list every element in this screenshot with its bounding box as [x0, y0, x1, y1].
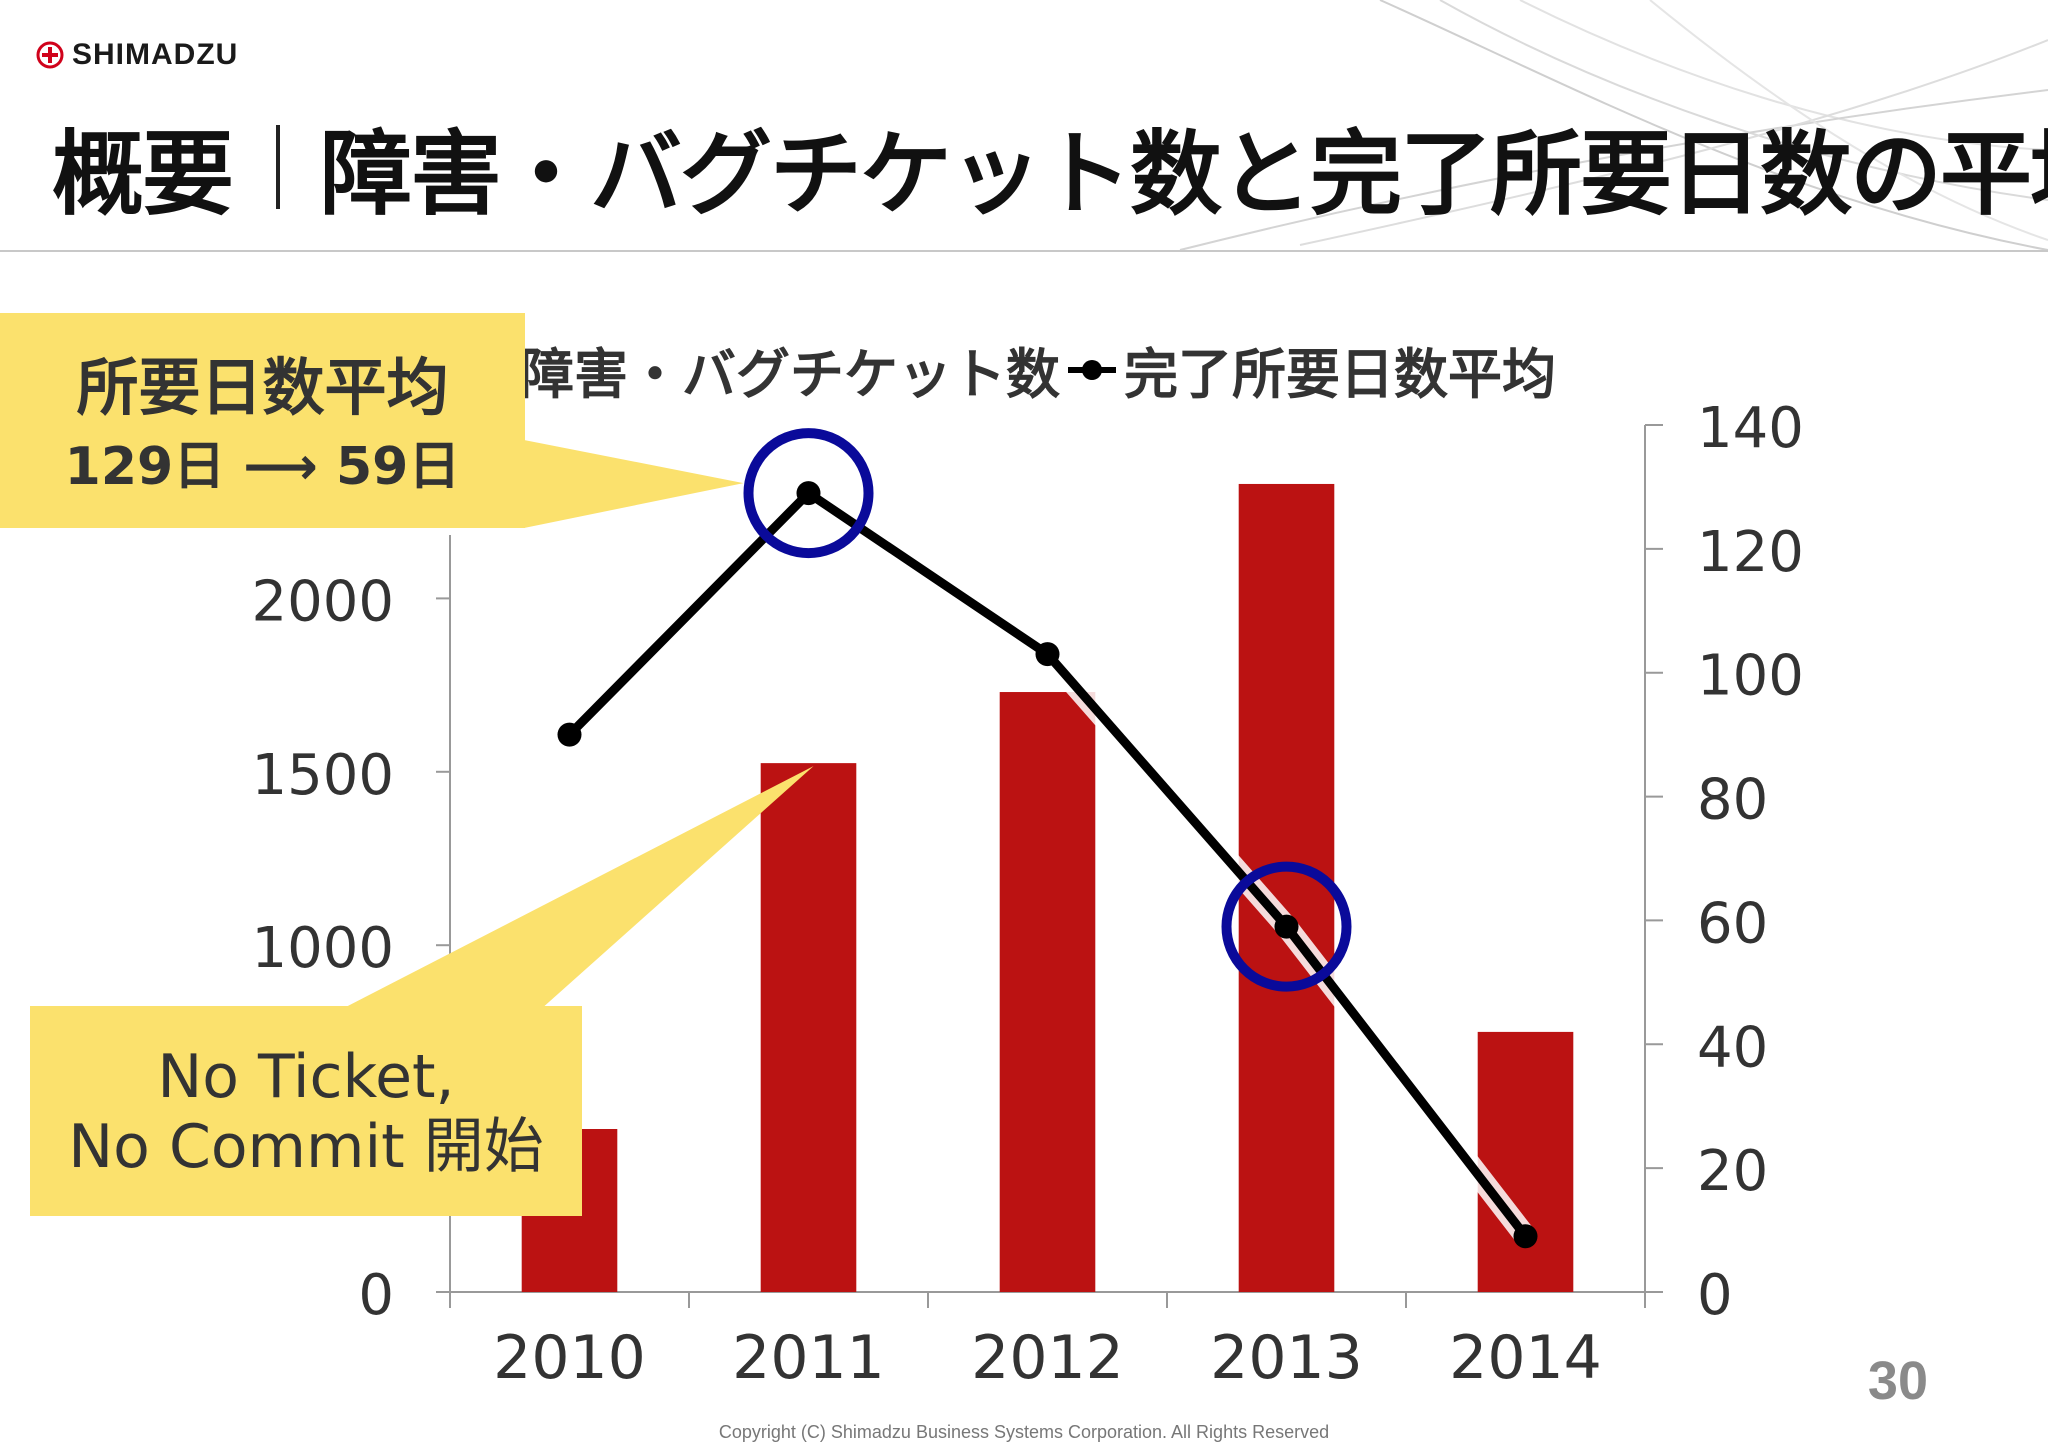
- legend-line-label: 完了所要日数平均: [1124, 343, 1556, 406]
- title-sub: 障害・バグチケット数と完了所要日数の平均: [320, 121, 2048, 228]
- copyright-notice: Copyright (C) Shimadzu Business Systems …: [718, 1422, 1330, 1442]
- line-point-2013: [1274, 914, 1299, 939]
- chart-legend: 障害・バグチケット数 完了所要日数平均: [520, 330, 1556, 409]
- left-axis-tick-label: 2000: [251, 569, 394, 634]
- right-axis-tick-label: 80: [1697, 768, 1768, 833]
- left-axis-tick-label: 1000: [251, 916, 394, 981]
- line-point-2010: [557, 722, 582, 747]
- bar-2011: [760, 763, 857, 1292]
- highlight-circle-2013: [1221, 861, 1352, 992]
- legend-line-marker-icon: [1068, 359, 1116, 380]
- left-axis-tick-label: 0: [358, 1263, 394, 1328]
- callout-no-ticket-line: No Ticket,: [157, 1042, 455, 1112]
- right-axis-tick-label: 60: [1697, 891, 1768, 956]
- logo-text: SHIMADZU: [72, 38, 239, 71]
- callout-no-ticket-no-commit: No Ticket, No Commit 開始: [30, 1006, 582, 1216]
- callout-no-commit-line: No Commit 開始: [68, 1112, 544, 1182]
- x-axis-tick-label: 2012: [971, 1323, 1124, 1393]
- highlight-circle-2011: [743, 428, 874, 559]
- title-divider: [0, 250, 2048, 252]
- title-separator: [276, 124, 281, 209]
- callout-average-days-pointer: [524, 440, 744, 528]
- right-axis-tick-label: 40: [1697, 1015, 1768, 1080]
- x-axis-tick-label: 2010: [493, 1323, 646, 1393]
- bar-2014: [1477, 1031, 1574, 1292]
- x-axis-tick-label: 2011: [732, 1323, 885, 1393]
- right-axis-tick-label: 140: [1697, 396, 1804, 461]
- line-point-2012: [1035, 642, 1060, 667]
- shimadzu-logo-icon: [36, 41, 64, 69]
- legend-bar-label: 障害・バグチケット数: [520, 343, 1060, 406]
- right-axis-tick-label: 20: [1697, 1139, 1768, 1204]
- title-main: 概要: [52, 121, 234, 228]
- callout-average-days: 所要日数平均 129日 ⟶ 59日: [0, 313, 525, 528]
- right-axis-tick-label: 120: [1697, 520, 1804, 585]
- right-axis-tick-label: 0: [1697, 1263, 1733, 1328]
- company-logo: SHIMADZU: [36, 38, 238, 72]
- x-axis-tick-label: 2013: [1210, 1323, 1363, 1393]
- line-point-2011: [796, 481, 821, 506]
- x-axis-tick-label: 2014: [1449, 1323, 1602, 1393]
- page-title: 概要 障害・バグチケット数と完了所要日数の平均: [52, 100, 2048, 233]
- decorative-swoosh-lines: [1179, 0, 2048, 251]
- left-axis-tick-label: 1500: [251, 743, 394, 808]
- line-point-2014: [1513, 1224, 1538, 1249]
- callout-no-ticket-pointer: [340, 766, 814, 1010]
- right-axis-tick-label: 100: [1697, 644, 1804, 709]
- callout-average-days-title: 所要日数平均: [76, 351, 449, 424]
- bar-2012: [999, 692, 1096, 1292]
- callout-average-days-change: 129日 ⟶ 59日: [64, 437, 461, 497]
- page-number: 30: [1867, 1351, 1928, 1411]
